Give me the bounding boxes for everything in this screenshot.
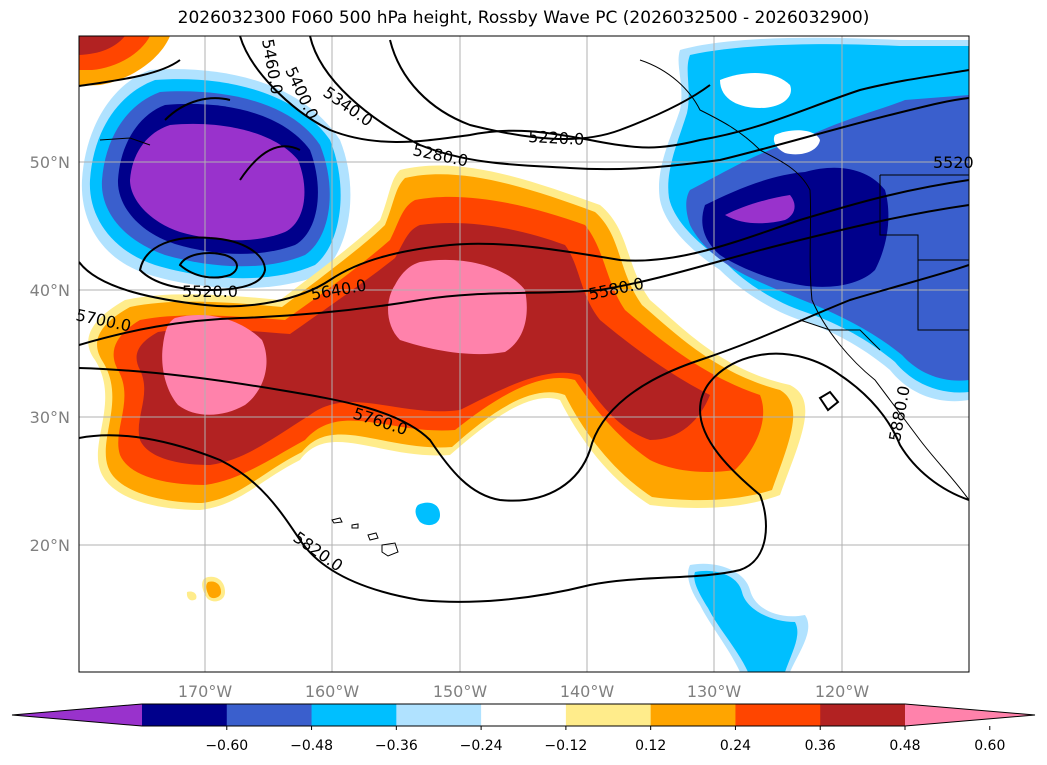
colorbar-outline <box>11 703 1036 727</box>
anomaly-shading <box>79 36 969 672</box>
nw-corner-darkred <box>79 36 125 55</box>
colorbar-extend-min <box>12 704 142 726</box>
coastlines <box>99 59 969 501</box>
contour-label: 5520 <box>933 153 974 172</box>
south-yellow-dot-2 <box>186 591 197 601</box>
lon-label: 150°W <box>433 682 488 701</box>
map-frame <box>78 35 970 673</box>
colorbar-swatch <box>481 704 567 726</box>
hawaii-islands <box>331 517 399 557</box>
figure-title: 2026032300 F060 500 hPa height, Rossby W… <box>177 8 870 28</box>
colorbar-swatch <box>226 704 313 726</box>
ne-anomaly-hole <box>720 73 791 108</box>
lon-label: 130°W <box>687 682 742 701</box>
se-blue-patch <box>694 570 798 672</box>
lon-label: 120°W <box>815 682 870 701</box>
contour-label: 5220.0 <box>528 127 585 149</box>
lat-label: 40°N <box>30 281 70 300</box>
colorbar-tick-label: 0.36 <box>805 738 836 754</box>
colorbar-tick-label: −0.24 <box>460 738 503 754</box>
lat-label: 50°N <box>30 153 70 172</box>
colorbar-tick-label: −0.60 <box>205 738 248 754</box>
colorbar-tick-label: 0.60 <box>974 738 1005 754</box>
colorbar-tick-label: 0.24 <box>720 738 751 754</box>
colorbar: −0.60 −0.48 −0.36 −0.24 −0.12 0.12 0.24 0.36 0.4… <box>11 703 1036 754</box>
colorbar-swatch <box>565 704 652 726</box>
colorbar-tick-label: −0.36 <box>375 738 418 754</box>
lon-label: 160°W <box>305 682 360 701</box>
lat-label: 20°N <box>30 536 70 555</box>
longitude-labels: 170°W 160°W 150°W 140°W 130°W 120°W <box>178 682 870 701</box>
hawaii-blue-patch <box>415 502 440 526</box>
graticule <box>79 36 969 672</box>
colorbar-swatch <box>735 704 821 726</box>
colorbar-swatch <box>820 704 906 726</box>
lon-label: 140°W <box>560 682 615 701</box>
colorbar-swatch <box>396 704 482 726</box>
central-ridge-pink-west <box>162 314 267 415</box>
south-orange-dot <box>206 581 221 599</box>
contour-label: 5520.0 <box>182 282 238 301</box>
height-contours <box>79 36 969 603</box>
lon-label: 170°W <box>178 682 233 701</box>
colorbar-tick-label: 0.12 <box>635 738 666 754</box>
colorbar-tick-label: −0.48 <box>290 738 333 754</box>
central-ridge-pink-east <box>388 259 527 355</box>
colorbar-swatch <box>311 704 397 726</box>
colorbar-swatch <box>142 704 228 726</box>
ne-anomaly-purple <box>725 195 795 224</box>
lat-label: 30°N <box>30 408 70 427</box>
colorbar-extend-max <box>905 704 1035 726</box>
latitude-labels: 50°N 40°N 30°N 20°N <box>30 153 70 555</box>
colorbar-tick-label: −0.12 <box>544 738 587 754</box>
colorbar-swatch <box>650 704 736 726</box>
nw-anomaly-purple <box>130 123 305 241</box>
colorbar-tick-label: 0.48 <box>889 738 920 754</box>
